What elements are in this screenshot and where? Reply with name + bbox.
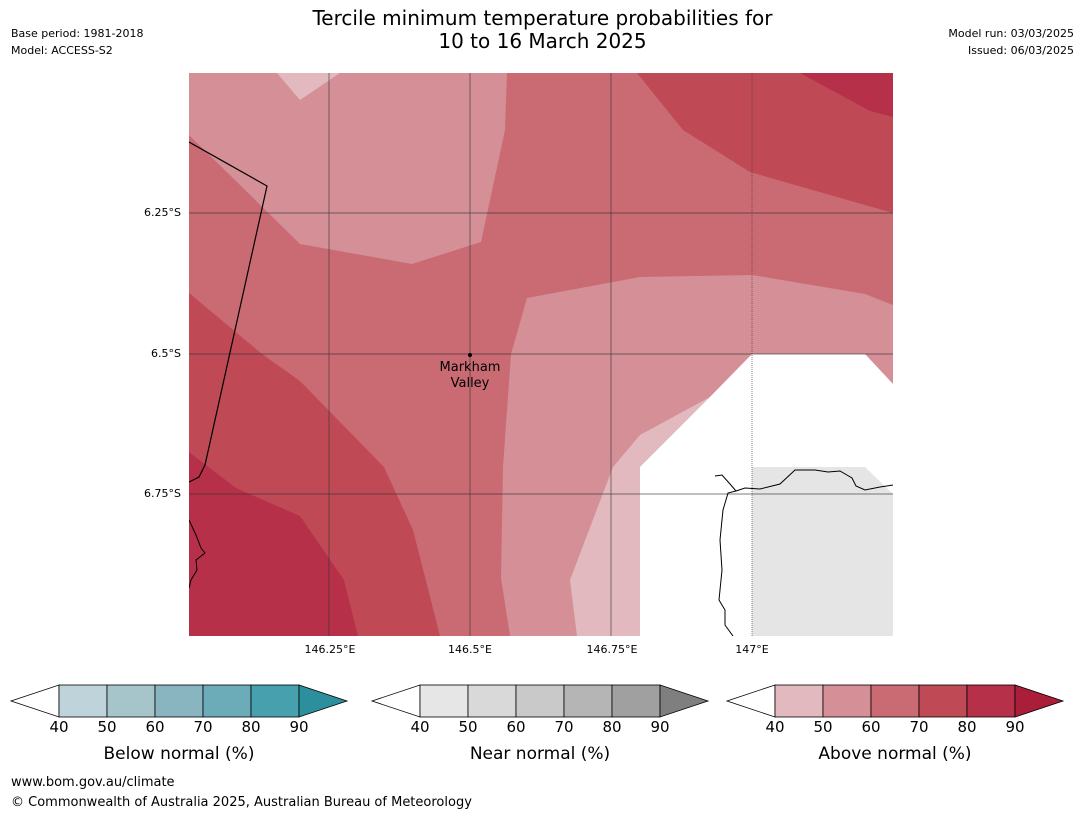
lat-label: 6.25°S	[144, 206, 181, 219]
colorbar-tick-label: 80	[957, 718, 977, 736]
colorbar-extend-left	[725, 684, 776, 718]
colorbar-tick-label: 60	[506, 718, 526, 736]
border-line	[189, 141, 268, 483]
colorbar-extend-right	[298, 684, 349, 718]
colorbar-tick-label: 40	[410, 718, 430, 736]
colorbar-tick-label: 60	[861, 718, 881, 736]
map-title-line2: 10 to 16 March 2025	[438, 29, 647, 53]
colorbar-tick-label: 50	[97, 718, 117, 736]
colorbar-segment	[870, 684, 920, 718]
lat-label: 6.75°S	[144, 487, 181, 500]
colorbar-tick-label: 50	[458, 718, 478, 736]
colorbar-tick-label: 90	[650, 718, 670, 736]
colorbar-extend-left	[9, 684, 60, 718]
lon-label: 146.25°E	[304, 643, 356, 656]
coastline-east	[714, 474, 737, 636]
colorbar-segment	[822, 684, 872, 718]
colorbar-tick-label: 50	[813, 718, 833, 736]
colorbar-segment	[154, 684, 204, 718]
meta-right: Model run: 03/03/2025 Issued: 06/03/2025	[948, 25, 1074, 59]
colorbar-tick-label: 70	[554, 718, 574, 736]
colorbar-segment	[774, 684, 824, 718]
colorbar-segment	[467, 684, 517, 718]
colorbar-tick-label: 40	[765, 718, 785, 736]
colorbar-extend-right	[1014, 684, 1065, 718]
lon-label: 147°E	[735, 643, 769, 656]
model-run-text: Model run: 03/03/2025	[948, 27, 1074, 40]
colorbar-extend-left	[370, 684, 421, 718]
issued-text: Issued: 06/03/2025	[967, 44, 1074, 57]
colorbar-extend-right	[659, 684, 710, 718]
colorbar-segment	[966, 684, 1016, 718]
colorbar-1	[370, 684, 710, 718]
colorbar-segment	[611, 684, 661, 718]
colorbar-segment	[106, 684, 156, 718]
lon-label: 146.5°E	[448, 643, 492, 656]
map-title-line1: Tercile minimum temperature probabilitie…	[312, 6, 773, 30]
colorbar-segment	[250, 684, 300, 718]
base-period-text: Base period: 1981-2018	[11, 27, 144, 40]
colorbar-tick-label: 80	[241, 718, 261, 736]
colorbar-segment	[202, 684, 252, 718]
region-above-80-90-sw	[189, 452, 358, 636]
colorbar-label: Near normal (%)	[469, 744, 611, 764]
colorbar-tick-label: 90	[1005, 718, 1025, 736]
footer-copyright: © Commonwealth of Australia 2025, Austra…	[11, 795, 472, 810]
coastline-west	[189, 519, 206, 589]
meta-left: Base period: 1981-2018 Model: ACCESS-S2	[11, 25, 143, 59]
colorbar-tick-label: 60	[145, 718, 165, 736]
colorbar-segment	[563, 684, 613, 718]
region-above-80-90-ne	[800, 73, 893, 117]
colorbar-segment	[918, 684, 968, 718]
colorbar-tick-label: 40	[49, 718, 69, 736]
colorbar-tick-label: 80	[602, 718, 622, 736]
colorbar-label: Below normal (%)	[103, 744, 255, 764]
colorbar-segment	[58, 684, 108, 718]
masked-gray-area	[752, 467, 893, 636]
coastline-gulf	[735, 469, 893, 492]
map-title: Tercile minimum temperature probabilitie…	[0, 7, 1085, 53]
region-above-50-60-nw	[189, 73, 507, 264]
colorbar-tick-label: 90	[289, 718, 309, 736]
colorbar-label: Above normal (%)	[818, 744, 972, 764]
colorbar-segment	[419, 684, 469, 718]
colorbar-tick-label: 70	[193, 718, 213, 736]
colorbar-0	[9, 684, 349, 718]
region-above-70-80-ne	[637, 73, 893, 213]
model-text: Model: ACCESS-S2	[11, 44, 113, 57]
footer-url[interactable]: www.bom.gov.au/climate	[11, 775, 175, 790]
region-above-40-50-n	[277, 73, 340, 100]
colorbar-tick-label: 70	[909, 718, 929, 736]
place-label-line1: Markham	[439, 360, 501, 375]
colorbar-segment	[515, 684, 565, 718]
lon-label: 146.75°E	[586, 643, 638, 656]
colorbars	[9, 684, 1065, 718]
place-label-line2: Valley	[450, 376, 490, 391]
colorbar-2	[725, 684, 1065, 718]
lat-label: 6.5°S	[151, 347, 181, 360]
place-label: Markham Valley	[425, 360, 515, 392]
place-marker	[468, 353, 472, 357]
